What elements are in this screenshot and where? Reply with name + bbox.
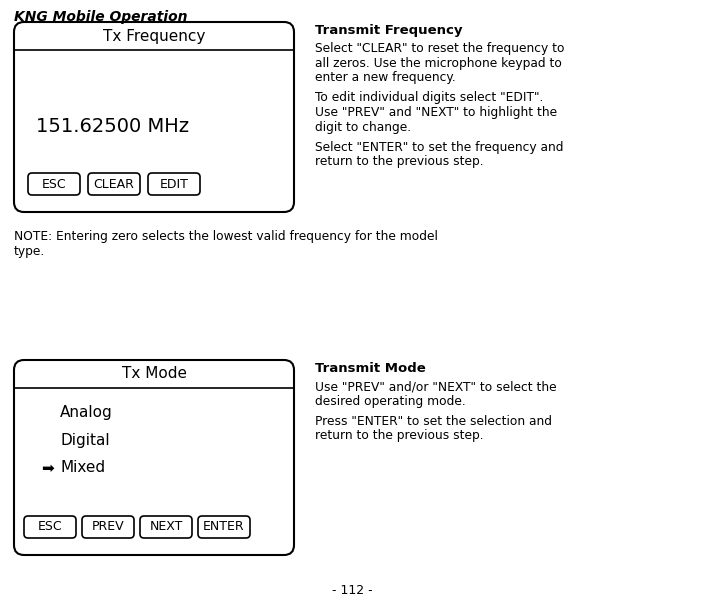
FancyBboxPatch shape (140, 516, 192, 538)
Text: digit to change.: digit to change. (315, 120, 411, 134)
FancyBboxPatch shape (28, 173, 80, 195)
Text: Transmit Mode: Transmit Mode (315, 362, 426, 375)
Text: Tx Frequency: Tx Frequency (103, 28, 205, 44)
FancyBboxPatch shape (198, 516, 250, 538)
FancyBboxPatch shape (88, 173, 140, 195)
Text: PREV: PREV (92, 520, 124, 534)
Text: ➡: ➡ (42, 460, 54, 476)
Text: Use "PREV" and/or "NEXT" to select the: Use "PREV" and/or "NEXT" to select the (315, 380, 557, 393)
Text: desired operating mode.: desired operating mode. (315, 394, 466, 408)
Text: enter a new frequency.: enter a new frequency. (315, 71, 455, 84)
Text: Digital: Digital (60, 433, 109, 448)
Text: EDIT: EDIT (159, 177, 188, 191)
Text: - 112 -: - 112 - (332, 584, 373, 597)
Text: ENTER: ENTER (203, 520, 245, 534)
Text: KNG Mobile Operation: KNG Mobile Operation (14, 10, 188, 24)
Text: Analog: Analog (60, 405, 113, 419)
Text: NEXT: NEXT (149, 520, 183, 534)
Text: Press "ENTER" to set the selection and: Press "ENTER" to set the selection and (315, 415, 552, 428)
Text: Transmit Frequency: Transmit Frequency (315, 24, 462, 37)
Text: all zeros. Use the microphone keypad to: all zeros. Use the microphone keypad to (315, 56, 562, 70)
Text: Mixed: Mixed (60, 460, 105, 476)
Text: Use "PREV" and "NEXT" to highlight the: Use "PREV" and "NEXT" to highlight the (315, 106, 557, 119)
FancyBboxPatch shape (14, 360, 294, 555)
Text: ESC: ESC (37, 520, 62, 534)
Text: NOTE: Entering zero selects the lowest valid frequency for the model: NOTE: Entering zero selects the lowest v… (14, 230, 438, 243)
Text: return to the previous step.: return to the previous step. (315, 430, 484, 442)
Text: To edit individual digits select "EDIT".: To edit individual digits select "EDIT". (315, 91, 544, 105)
FancyBboxPatch shape (82, 516, 134, 538)
Text: return to the previous step.: return to the previous step. (315, 155, 484, 169)
Text: Select "CLEAR" to reset the frequency to: Select "CLEAR" to reset the frequency to (315, 42, 565, 55)
Text: type.: type. (14, 244, 45, 258)
Text: CLEAR: CLEAR (94, 177, 135, 191)
Text: ESC: ESC (42, 177, 66, 191)
Text: 151.62500 MHz: 151.62500 MHz (36, 117, 189, 137)
FancyBboxPatch shape (14, 22, 294, 212)
Text: Select "ENTER" to set the frequency and: Select "ENTER" to set the frequency and (315, 141, 563, 154)
Text: Tx Mode: Tx Mode (121, 367, 187, 382)
FancyBboxPatch shape (24, 516, 76, 538)
FancyBboxPatch shape (148, 173, 200, 195)
